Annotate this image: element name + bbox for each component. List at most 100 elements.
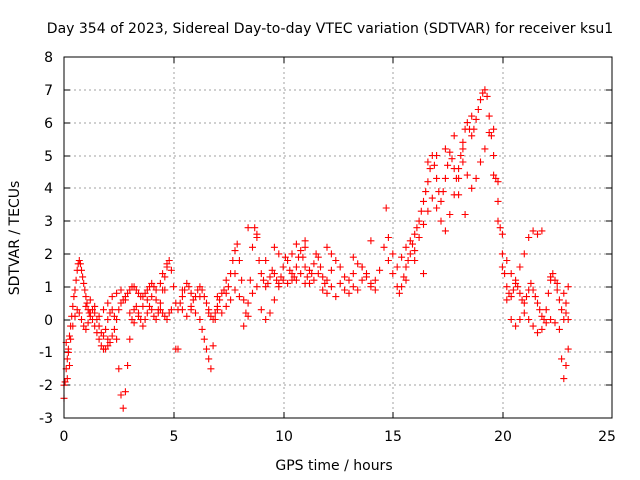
data-point-s0-5	[66, 332, 73, 340]
data-point-s2-20	[187, 302, 195, 310]
data-point-s0-89	[229, 257, 237, 264]
data-point-s0-225	[562, 299, 570, 307]
data-point-s0-197	[501, 270, 509, 278]
data-point-s1-131	[520, 309, 528, 317]
data-point-s1-105	[406, 237, 414, 245]
data-point-s1-124	[490, 171, 498, 179]
data-point-s1-76	[275, 283, 283, 291]
data-points	[60, 86, 572, 412]
data-point-s0-204	[516, 289, 524, 297]
data-point-s0-28	[95, 335, 103, 343]
y-tick-label-2: 2	[44, 247, 53, 263]
data-point-s1-22	[113, 335, 121, 343]
data-point-s0-87	[224, 283, 232, 291]
data-point-s0-101	[255, 257, 263, 264]
data-point-s1-90	[336, 279, 344, 287]
data-point-s0-105	[264, 279, 272, 287]
data-point-s0-160	[420, 197, 427, 205]
data-point-s0-184	[472, 115, 480, 123]
data-point-s0-195	[496, 224, 504, 232]
data-point-s1-69	[244, 312, 252, 320]
data-point-s0-103	[260, 276, 267, 284]
data-point-s0-106	[266, 273, 274, 281]
data-point-s0-15	[76, 260, 84, 268]
data-point-s0-86	[222, 289, 230, 297]
data-point-s1-96	[363, 270, 370, 278]
data-point-s0-16	[78, 266, 85, 274]
data-point-s0-203	[514, 283, 522, 291]
data-point-s0-216	[542, 306, 550, 314]
data-point-s1-55	[198, 325, 206, 333]
data-point-s0-169	[439, 188, 447, 196]
data-point-s0-94	[240, 296, 248, 304]
data-point-s0-168	[437, 197, 445, 205]
data-point-s1-102	[393, 263, 401, 271]
y-tick-label-minus3: -3	[39, 411, 53, 427]
data-point-s2-25	[231, 270, 239, 278]
data-point-s1-31	[132, 302, 140, 310]
data-point-s0-161	[422, 188, 430, 196]
data-point-s2-65	[100, 345, 107, 353]
data-point-s0-190	[485, 112, 493, 120]
data-point-s0-19	[81, 286, 89, 294]
data-point-s0-154	[406, 250, 414, 258]
data-point-s2-1	[86, 296, 94, 304]
data-point-s2-72	[553, 279, 561, 287]
data-point-s0-132	[323, 276, 331, 284]
data-point-s1-58	[205, 355, 213, 363]
data-point-s0-158	[415, 217, 423, 225]
data-point-s0-210	[529, 286, 537, 294]
x-tick-label-25: 25	[598, 429, 616, 445]
data-point-s2-27	[270, 243, 278, 251]
data-point-s1-109	[424, 207, 432, 215]
data-point-s1-18	[104, 316, 112, 323]
y-tick-label-8: 8	[44, 50, 53, 66]
data-point-s0-212	[534, 299, 541, 307]
data-point-s1-20	[108, 306, 116, 314]
data-point-s1-106	[411, 247, 419, 255]
data-point-s2-50	[534, 230, 541, 238]
data-point-s0-34	[108, 332, 116, 340]
data-point-s1-61	[211, 316, 219, 323]
data-point-s1-38	[148, 306, 156, 314]
data-point-s1-104	[402, 243, 410, 251]
data-point-s0-146	[384, 257, 392, 264]
data-point-s2-7	[113, 289, 121, 297]
data-point-s2-3	[95, 312, 103, 320]
data-point-s1-82	[301, 279, 309, 287]
data-point-s2-74	[562, 309, 570, 317]
data-point-s1-78	[284, 279, 292, 287]
data-point-s1-89	[332, 293, 340, 301]
data-point-s0-91	[233, 240, 241, 248]
data-point-s0-126	[310, 260, 318, 268]
data-point-s1-67	[235, 293, 243, 301]
data-point-s2-56	[420, 270, 427, 278]
data-point-s1-17	[102, 325, 110, 333]
data-point-s1-28	[126, 335, 134, 343]
data-point-s0-217	[544, 289, 552, 297]
data-point-s0-192	[490, 152, 498, 159]
data-point-s0-178	[459, 138, 467, 146]
data-point-s0-211	[531, 293, 539, 301]
data-point-s1-128	[507, 316, 515, 323]
data-point-s0-118	[292, 263, 300, 271]
data-point-s0-121	[299, 253, 307, 261]
data-point-s2-57	[244, 224, 252, 232]
data-point-s1-134	[534, 329, 541, 337]
y-axis-ticks: -3 -2 -1 0 1 2 3 4 5 6 7 8	[39, 50, 612, 427]
data-point-s0-123	[303, 273, 311, 281]
data-point-s1-27	[124, 362, 132, 369]
data-point-s1-113	[441, 227, 449, 235]
data-point-s0-20	[82, 293, 90, 301]
data-point-s2-38	[459, 145, 467, 153]
data-point-s2-37	[450, 132, 458, 140]
data-point-s1-125	[494, 217, 502, 225]
data-point-s2-26	[253, 230, 261, 238]
data-point-s0-144	[376, 266, 384, 274]
data-point-s1-142	[562, 362, 570, 369]
data-point-s1-23	[115, 365, 123, 373]
data-point-s1-139	[555, 325, 563, 333]
data-point-s1-141	[560, 375, 568, 383]
data-point-s1-81	[297, 270, 305, 278]
